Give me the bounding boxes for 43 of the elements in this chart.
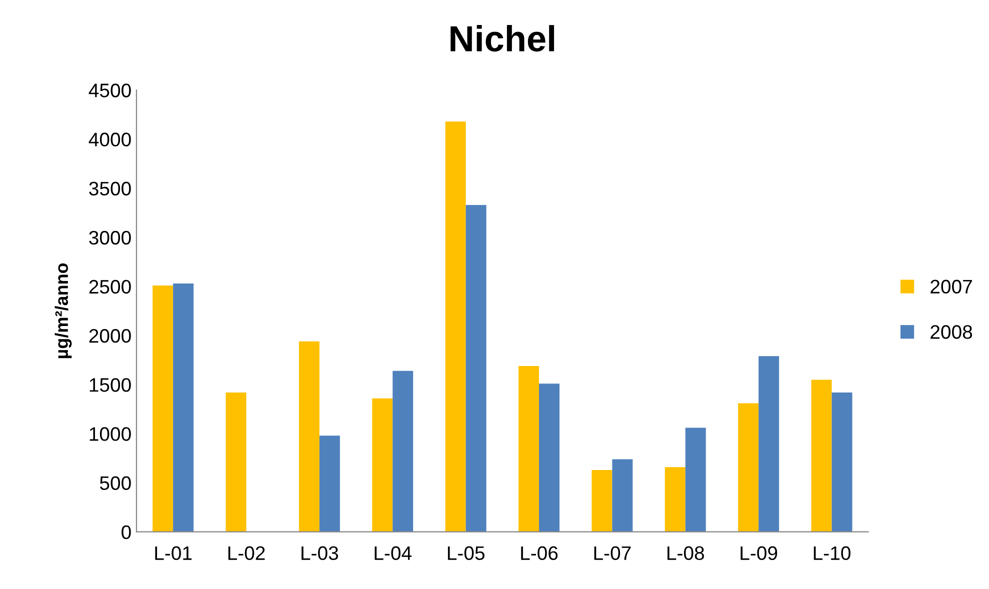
bar xyxy=(758,356,780,532)
bar xyxy=(539,384,560,532)
y-tick-label: 1000 xyxy=(90,427,131,441)
y-tick-label: 500 xyxy=(100,476,131,490)
legend-label: 2007 xyxy=(930,280,972,294)
x-tick-label: L-01 xyxy=(155,546,192,560)
bar xyxy=(592,470,612,532)
bar xyxy=(298,341,320,532)
bar xyxy=(392,370,414,532)
y-tick-label: 1500 xyxy=(90,378,131,392)
bar xyxy=(664,467,686,532)
y-tick-label: 3000 xyxy=(89,230,131,245)
legend-label: 2008 xyxy=(930,325,972,339)
y-tick-label: 0 xyxy=(122,525,131,540)
bar xyxy=(612,459,633,532)
bar xyxy=(152,285,174,532)
bar xyxy=(685,428,706,532)
y-tick-label: 2500 xyxy=(89,280,131,294)
x-tick-label: L-09 xyxy=(740,546,778,560)
bar xyxy=(319,436,340,532)
x-tick-label: L-02 xyxy=(228,546,265,560)
x-tick-label: L-06 xyxy=(521,546,558,560)
y-axis-title: µg/m²/anno xyxy=(54,263,72,358)
bar xyxy=(173,284,194,532)
bar xyxy=(811,380,832,532)
x-tick-label: L-04 xyxy=(374,546,412,560)
x-tick-label: L-07 xyxy=(594,546,631,560)
x-tick-label: L-05 xyxy=(448,546,484,560)
chart-title: Nichel xyxy=(450,25,554,52)
x-tick-label: L-08 xyxy=(668,546,704,560)
y-tick-label: 4000 xyxy=(88,132,131,146)
bar xyxy=(738,403,759,532)
bar xyxy=(372,398,393,532)
y-tick-label: 2000 xyxy=(89,329,131,343)
y-tick-label: 4500 xyxy=(88,84,131,98)
x-tick-label: L-10 xyxy=(814,546,850,560)
bar xyxy=(518,366,540,532)
bar xyxy=(832,392,852,532)
bar xyxy=(226,392,246,532)
bar xyxy=(445,122,466,532)
x-tick-label: L-03 xyxy=(302,546,338,560)
y-tick-label: 3500 xyxy=(89,182,131,196)
bar xyxy=(466,204,486,532)
